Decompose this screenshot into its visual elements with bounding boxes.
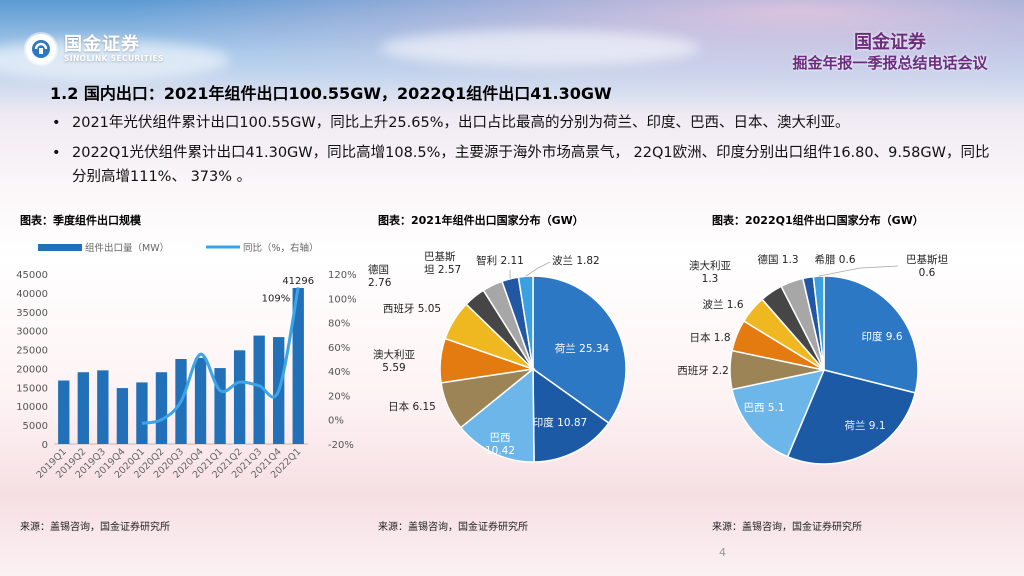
pie-slice-label: 巴基斯坦 2.57	[424, 250, 461, 276]
pie-slice-label: 荷兰 25.34	[555, 342, 610, 355]
y-axis-tick-label: 45000	[16, 270, 48, 281]
chart-title-2021-pie: 图表：2021年组件出口国家分布（GW）	[378, 214, 584, 227]
y2-axis-tick-label: 80%	[328, 319, 350, 330]
pie-slice-label: 印度 10.87	[533, 416, 587, 429]
y-axis-tick-label: 25000	[16, 346, 48, 357]
y-axis-tick-label: 40000	[16, 289, 48, 300]
y2-axis-tick-label: 120%	[328, 270, 357, 281]
pie-slice-label: 日本 1.8	[689, 331, 730, 344]
bar	[77, 372, 89, 444]
bar	[233, 350, 246, 444]
legend-line-label: 同比（%，右轴）	[243, 242, 319, 254]
y-axis-tick-label: 10000	[16, 402, 48, 413]
line-data-label: 109%	[262, 293, 291, 304]
pie-leader-line	[525, 261, 551, 277]
pie-slice-label: 德国 2.76	[368, 263, 392, 289]
bar	[58, 380, 70, 444]
bullet-list: 2021年光伏组件累计出口100.55GW，同比上升25.65%，出口占比最高的…	[50, 111, 990, 195]
pie-slice-label: 澳大利亚 1.3	[689, 259, 731, 285]
company-logo: 国金证券 SINOLINK SECURITIES	[26, 34, 164, 64]
bar	[97, 370, 109, 444]
pie-slice-label: 德国 1.3	[757, 253, 798, 266]
bar-data-label: 41296	[282, 276, 314, 287]
bar	[214, 368, 226, 444]
y2-axis-tick-label: -20%	[328, 440, 354, 451]
pie-slice-label: 波兰 1.82	[552, 254, 600, 267]
y-axis-tick-label: 20000	[16, 364, 48, 375]
y-axis-tick-label: 35000	[16, 308, 48, 319]
pie-slice	[532, 275, 627, 425]
pie-slice-label: 西班牙 2.2	[677, 365, 729, 377]
cloud-decoration	[380, 30, 700, 66]
chart-title-quarterly: 图表：季度组件出口规模	[20, 214, 141, 227]
bar	[136, 382, 148, 444]
pie-slice	[459, 367, 535, 463]
y-axis-tick-label: 5000	[23, 421, 48, 432]
y2-axis-tick-label: 60%	[328, 343, 350, 354]
legend-bar-label: 组件出口量（MW）	[85, 242, 169, 254]
pie-slice	[823, 275, 919, 394]
bar	[292, 287, 304, 444]
pie-slice	[731, 368, 826, 458]
pie-slice-label: 巴基斯坦 0.6	[906, 253, 948, 279]
pie-slice-label: 巴西 10.42	[485, 432, 515, 457]
pie-slice-label: 印度 9.6	[861, 330, 902, 343]
pie-slice-label: 西班牙 5.05	[383, 303, 441, 315]
pie-slice-label: 智利 2.11	[476, 254, 524, 267]
pie-slice-label: 巴西 5.1	[743, 402, 784, 414]
pie-leader-line	[818, 265, 899, 277]
bar	[194, 357, 207, 444]
source-note: 来源：盖锡咨询，国金证券研究所	[712, 522, 862, 533]
pie-slice-label: 日本 6.15	[388, 400, 436, 413]
pie-slice	[812, 275, 825, 371]
y2-axis-tick-label: 20%	[328, 391, 350, 402]
y-axis-tick-label: 0	[42, 440, 48, 451]
brand-subtitle: 掘金年报一季报总结电话会议	[792, 54, 988, 72]
pie-chart-2022q1: 印度 9.6 荷兰 9.1 巴西 5.1 西班牙 2.2 日本 1.8 波兰 1.6 澳大利…	[677, 253, 948, 465]
pie-slice-label: 波兰 1.6	[702, 298, 743, 311]
pie-slice-label: 荷兰 9.1	[844, 419, 885, 432]
quarterly-export-chart: 组件出口量（MW） 同比（%，右轴） 0 5000 10000 15000 20000 250…	[16, 242, 357, 481]
yoy-growth-line	[141, 287, 300, 425]
chart-title-2022q1-pie: 图表：2022Q1组件出口国家分布（GW）	[712, 214, 924, 227]
source-note: 来源：盖锡咨询，国金证券研究所	[20, 522, 170, 533]
page-number: 4	[719, 546, 726, 559]
logo-mark-icon	[26, 34, 56, 64]
bar	[253, 335, 265, 444]
brand-title: 国金证券	[854, 32, 926, 53]
source-note: 来源：盖锡咨询，国金证券研究所	[378, 522, 528, 533]
bar	[155, 372, 168, 444]
logo-name-en: SINOLINK SECURITIES	[64, 54, 164, 63]
legend-bar-swatch	[38, 244, 82, 251]
pie-chart-2021: 荷兰 25.34 印度 10.87 巴西 10.42 日本 6.15 澳大利亚 5.59 西班…	[368, 250, 627, 463]
y2-axis-tick-label: 0%	[328, 416, 344, 427]
y2-axis-tick-label: 100%	[328, 294, 357, 305]
pie-slice	[786, 369, 917, 465]
bullet-item: 2022Q1光伏组件累计出口41.30GW，同比高增108.5%，主要源于海外市…	[50, 141, 990, 189]
logo-name-cn: 国金证券	[64, 34, 140, 55]
y2-axis-tick-label: 40%	[328, 367, 350, 378]
bullet-item: 2021年光伏组件累计出口100.55GW，同比上升25.65%，出口占比最高的…	[50, 111, 990, 135]
y-axis-tick-label: 30000	[16, 327, 48, 338]
pie-slice-label: 澳大利亚 5.59	[373, 348, 415, 374]
pie-slice	[532, 367, 610, 463]
page-title: 1.2 国内出口：2021年组件出口100.55GW，2022Q1组件出口41.…	[50, 84, 612, 103]
y-axis-tick-label: 15000	[16, 383, 48, 394]
pie-slice-label: 希腊 0.6	[814, 253, 855, 266]
bar	[116, 388, 129, 444]
